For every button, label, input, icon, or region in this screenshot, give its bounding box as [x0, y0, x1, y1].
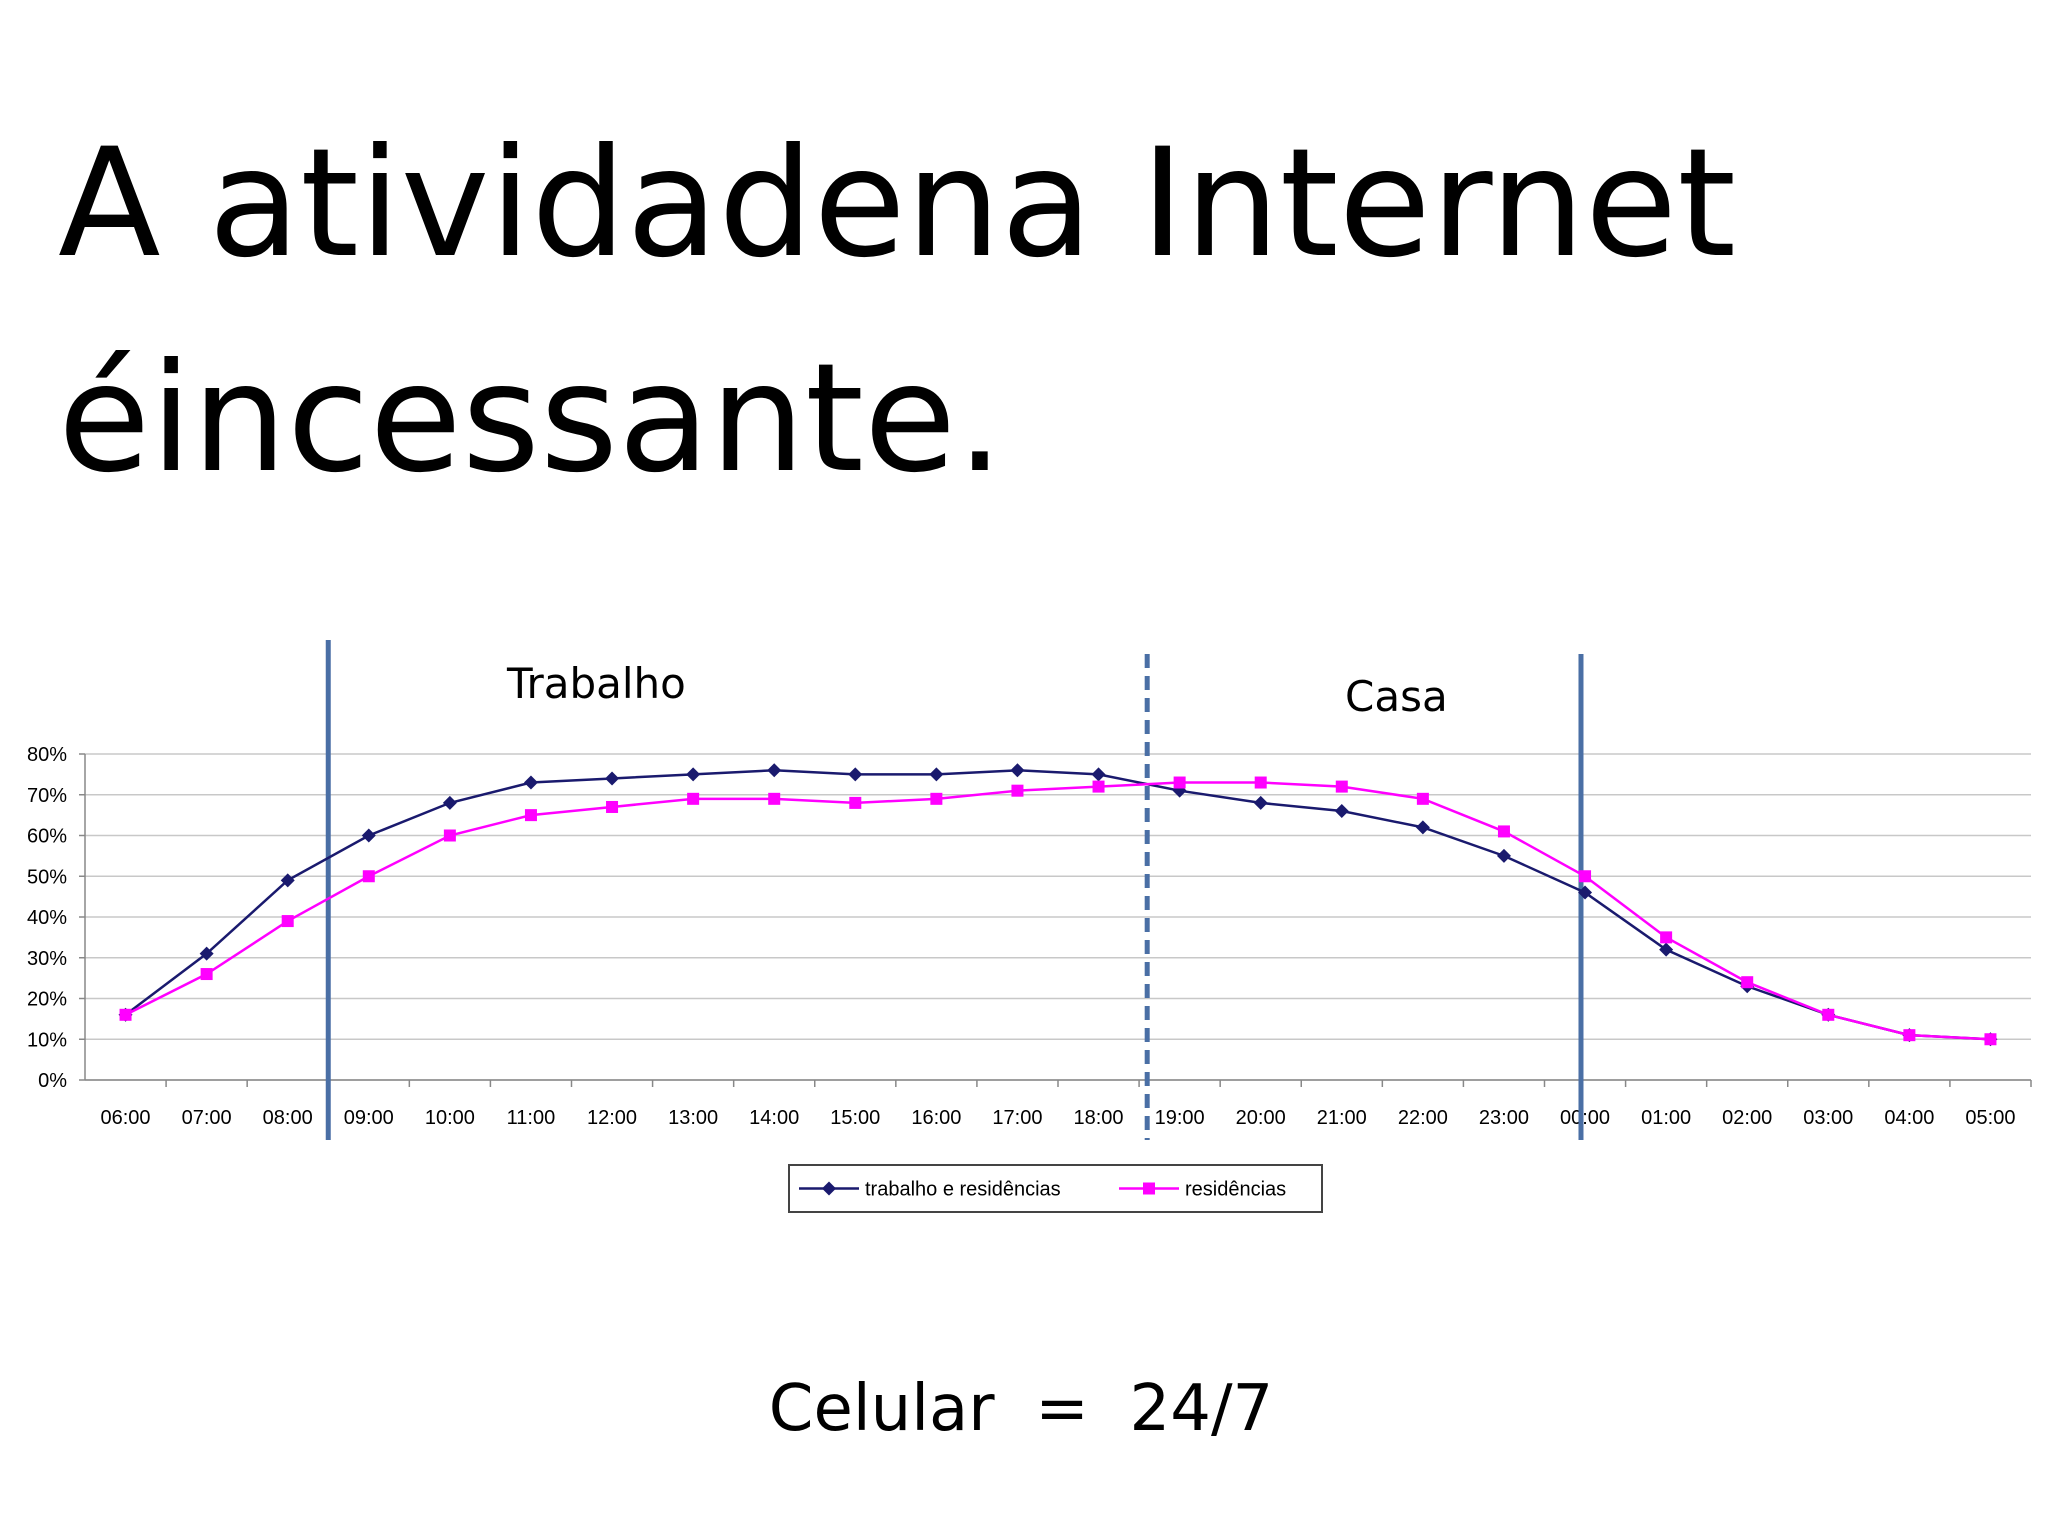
data-point — [442, 795, 457, 810]
legend-box — [788, 1164, 1323, 1213]
data-point — [200, 968, 213, 981]
x-tick-label: 14:00 — [749, 1107, 799, 1129]
data-point — [1659, 942, 1674, 957]
data-point — [687, 792, 700, 805]
data-point — [361, 828, 376, 843]
x-tick-label: 09:00 — [344, 1107, 394, 1129]
data-point — [1903, 1029, 1916, 1042]
x-tick-label: 19:00 — [1155, 1107, 1205, 1129]
data-point — [281, 915, 294, 928]
data-point — [119, 1008, 132, 1021]
x-tick-label: 07:00 — [182, 1107, 232, 1129]
legend-label: residências — [1185, 1179, 1286, 1201]
y-tick-label: 30% — [27, 948, 67, 970]
data-point — [1254, 776, 1267, 789]
x-tick-label: 23:00 — [1479, 1107, 1529, 1129]
legend-marker — [822, 1181, 836, 1196]
x-tick-label: 00:00 — [1560, 1107, 1610, 1129]
y-tick-label: 60% — [27, 826, 67, 848]
y-tick-label: 40% — [27, 907, 67, 929]
x-tick-label: 04:00 — [1884, 1107, 1934, 1129]
data-point — [1092, 780, 1105, 793]
data-point — [686, 767, 701, 782]
x-tick-label: 05:00 — [1965, 1107, 2015, 1129]
x-tick-label: 21:00 — [1317, 1107, 1367, 1129]
annotation: Trabalho — [506, 659, 686, 708]
data-point — [1415, 820, 1430, 835]
data-point — [849, 796, 862, 809]
x-tick-label: 03:00 — [1803, 1107, 1853, 1129]
x-tick-label: 17:00 — [992, 1107, 1042, 1129]
data-point — [199, 946, 214, 961]
data-point — [1173, 776, 1186, 789]
x-tick-label: 10:00 — [425, 1107, 475, 1129]
x-tick-label: 01:00 — [1641, 1107, 1691, 1129]
data-point — [1660, 931, 1673, 944]
series-line — [124, 781, 1991, 1041]
x-tick-label: 12:00 — [587, 1107, 637, 1129]
data-point — [1010, 763, 1025, 778]
data-point — [523, 775, 538, 790]
data-point — [1416, 792, 1429, 805]
data-point — [524, 809, 537, 822]
data-point — [1011, 784, 1024, 797]
data-point — [280, 873, 295, 888]
data-point — [1822, 1008, 1835, 1021]
data-point — [443, 829, 456, 842]
data-point — [1497, 825, 1510, 838]
data-point — [1253, 795, 1268, 810]
x-tick-label: 20:00 — [1236, 1107, 1286, 1129]
x-tick-label: 06:00 — [101, 1107, 151, 1129]
data-point — [1741, 976, 1754, 989]
slide-title-line: éincessante. — [58, 332, 1004, 506]
data-point — [362, 870, 375, 883]
x-tick-label: 15:00 — [830, 1107, 880, 1129]
data-point — [1984, 1033, 1997, 1046]
y-tick-label: 50% — [27, 866, 67, 888]
data-point — [606, 800, 619, 813]
y-tick-label: 80% — [27, 744, 67, 766]
slide-footer: Celular = 24/7 — [769, 1372, 1273, 1446]
data-point — [930, 792, 943, 805]
data-point — [1335, 780, 1348, 793]
y-tick-label: 70% — [27, 785, 67, 807]
data-point — [1496, 848, 1511, 863]
data-point — [848, 767, 863, 782]
data-point — [929, 767, 944, 782]
x-tick-label: 02:00 — [1722, 1107, 1772, 1129]
data-point — [768, 792, 781, 805]
y-tick-label: 20% — [27, 989, 67, 1011]
slide-title-line: A atividadena Internet — [58, 117, 1736, 291]
y-tick-label: 10% — [27, 1029, 67, 1051]
annotation: Casa — [1345, 672, 1448, 721]
data-point — [605, 771, 620, 786]
legend-label: trabalho e residências — [865, 1179, 1061, 1201]
data-point — [1091, 767, 1106, 782]
x-tick-label: 08:00 — [263, 1107, 313, 1129]
data-point — [1578, 885, 1593, 900]
x-tick-label: 22:00 — [1398, 1107, 1448, 1129]
data-point — [1579, 870, 1592, 883]
series-line — [124, 769, 1991, 1041]
data-point — [767, 763, 782, 778]
y-tick-label: 0% — [38, 1070, 67, 1092]
data-point — [1334, 804, 1349, 819]
legend-marker — [1143, 1182, 1155, 1195]
x-tick-label: 13:00 — [668, 1107, 718, 1129]
x-tick-label: 16:00 — [911, 1107, 961, 1129]
x-tick-label: 18:00 — [1074, 1107, 1124, 1129]
x-tick-label: 11:00 — [507, 1107, 556, 1129]
